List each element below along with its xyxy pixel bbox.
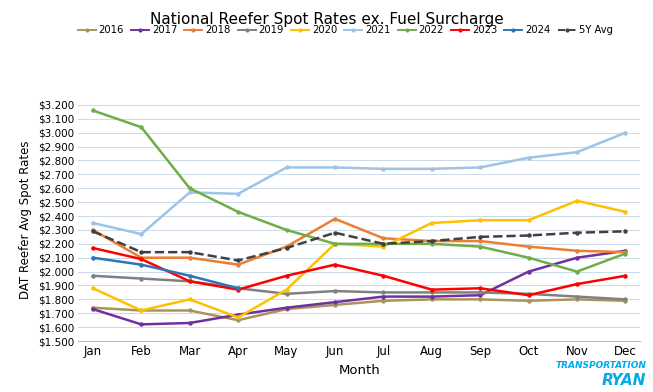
- Text: National Reefer Spot Rates ex. Fuel Surcharge: National Reefer Spot Rates ex. Fuel Surc…: [150, 12, 503, 27]
- Text: TRANSPORTATION: TRANSPORTATION: [556, 361, 646, 370]
- Y-axis label: DAT Reefer Avg Spot Rates: DAT Reefer Avg Spot Rates: [20, 140, 33, 299]
- Text: RYAN: RYAN: [602, 373, 646, 388]
- Legend: 2016, 2017, 2018, 2019, 2020, 2021, 2022, 2023, 2024, 5Y Avg: 2016, 2017, 2018, 2019, 2020, 2021, 2022…: [78, 25, 613, 35]
- Text: DAT: DAT: [21, 362, 71, 383]
- X-axis label: Month: Month: [338, 364, 380, 377]
